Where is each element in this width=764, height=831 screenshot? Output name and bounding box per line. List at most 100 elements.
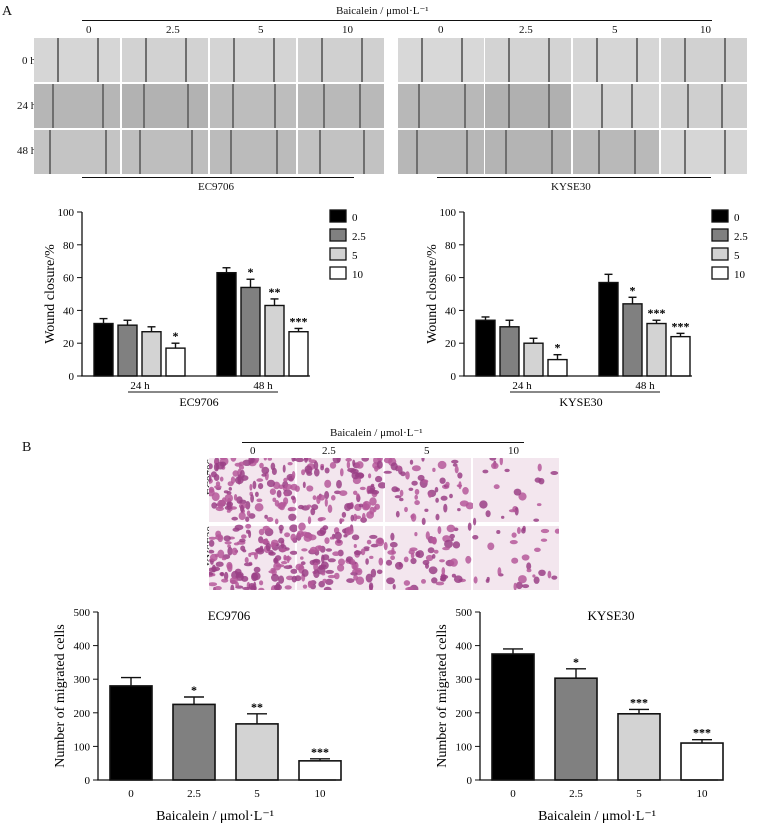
stained-cell bbox=[392, 583, 396, 590]
bar bbox=[680, 742, 724, 781]
stained-cell bbox=[287, 506, 297, 512]
stained-cell bbox=[370, 568, 377, 578]
conc-label: 10 bbox=[342, 24, 353, 36]
stained-cell bbox=[445, 481, 450, 487]
stained-cell bbox=[459, 500, 469, 507]
x-tick-label: 0 bbox=[128, 788, 134, 800]
stained-cell bbox=[322, 554, 330, 561]
wound-scratch-edge bbox=[636, 38, 638, 82]
stained-cell bbox=[256, 498, 263, 503]
wound-image-tile bbox=[210, 84, 296, 128]
x-tick-label: 2.5 bbox=[187, 788, 201, 800]
stained-cell bbox=[534, 477, 542, 483]
stained-cell bbox=[226, 561, 233, 570]
stained-cell bbox=[321, 571, 326, 576]
x-tick-label: 10 bbox=[315, 788, 327, 800]
stained-cell bbox=[246, 510, 251, 517]
stained-cell bbox=[365, 558, 369, 565]
stained-cell bbox=[306, 504, 312, 508]
stained-cell bbox=[278, 537, 285, 544]
stained-cell bbox=[236, 496, 243, 504]
y-tick-label: 0 bbox=[69, 371, 75, 383]
stained-cell bbox=[368, 582, 374, 590]
stained-cell bbox=[369, 534, 378, 539]
stained-cell bbox=[324, 491, 330, 500]
stained-cell bbox=[317, 517, 324, 522]
stained-cell bbox=[259, 462, 264, 469]
stained-cell bbox=[449, 533, 455, 539]
stained-cell bbox=[465, 555, 472, 564]
stained-cell bbox=[214, 485, 222, 489]
stained-cell bbox=[440, 495, 448, 501]
stained-cell bbox=[240, 469, 245, 479]
stained-cell bbox=[273, 557, 279, 564]
x-tick-label: 10 bbox=[697, 788, 709, 800]
stained-cell bbox=[289, 550, 298, 555]
stained-cell bbox=[385, 559, 393, 566]
stained-cell bbox=[369, 555, 374, 559]
wound-image-tile bbox=[34, 38, 120, 82]
stained-cell bbox=[431, 577, 438, 584]
stained-cell bbox=[234, 524, 244, 531]
stained-cell bbox=[350, 559, 356, 565]
bar bbox=[117, 324, 138, 377]
stained-cell bbox=[234, 462, 242, 467]
stained-cell bbox=[513, 488, 522, 496]
stained-cell bbox=[291, 458, 295, 462]
wound-scratch-edge bbox=[596, 38, 598, 82]
stained-cell bbox=[517, 527, 521, 534]
stained-cell bbox=[403, 580, 411, 586]
stained-cell bbox=[304, 465, 313, 474]
stained-cell bbox=[221, 578, 229, 583]
stained-cell bbox=[356, 493, 360, 498]
stained-cell bbox=[307, 516, 312, 525]
stained-cell bbox=[540, 538, 548, 542]
stained-cell bbox=[363, 501, 367, 509]
stained-cell bbox=[243, 562, 253, 567]
stained-cell bbox=[268, 570, 276, 574]
stained-cell bbox=[339, 490, 348, 496]
wound-image-tile bbox=[398, 130, 484, 174]
bar bbox=[235, 723, 279, 781]
y-tick-label: 100 bbox=[58, 207, 75, 219]
stained-cell bbox=[515, 581, 523, 590]
stained-cell bbox=[253, 566, 261, 573]
stained-cell bbox=[308, 534, 317, 541]
wound-scratch-edge bbox=[684, 38, 686, 82]
stained-cell bbox=[294, 485, 300, 492]
stained-cell bbox=[271, 539, 279, 546]
wound-scratch-edge bbox=[724, 130, 726, 174]
wound-scratch-edge bbox=[273, 38, 275, 82]
stained-cell bbox=[428, 566, 438, 575]
stained-cell bbox=[230, 584, 235, 590]
stained-cell bbox=[391, 486, 399, 493]
stained-cell bbox=[311, 504, 319, 511]
stained-cell bbox=[302, 481, 306, 488]
stained-cell bbox=[295, 563, 304, 571]
stained-cell bbox=[271, 573, 279, 582]
wound-scratch-edge bbox=[230, 130, 232, 174]
wound-image-tile bbox=[661, 84, 747, 128]
stained-cell bbox=[439, 477, 446, 484]
stained-cell bbox=[246, 529, 250, 534]
stained-cell bbox=[274, 518, 279, 525]
significance-mark: * bbox=[173, 329, 179, 343]
stained-cell bbox=[327, 558, 336, 563]
stained-cell bbox=[245, 516, 250, 522]
stained-cell bbox=[240, 504, 244, 513]
significance-mark: *** bbox=[290, 314, 308, 328]
stained-cell bbox=[327, 574, 336, 579]
stained-cell bbox=[224, 541, 232, 545]
stained-cell bbox=[313, 562, 318, 571]
stained-cell bbox=[219, 458, 227, 460]
stained-cell bbox=[329, 536, 334, 540]
stained-cell bbox=[435, 581, 445, 586]
stained-cell bbox=[290, 533, 297, 542]
stained-cell bbox=[537, 463, 542, 472]
stained-cell bbox=[411, 465, 421, 472]
stained-cell bbox=[346, 460, 351, 469]
conc-label: 10 bbox=[508, 445, 519, 457]
stained-cell bbox=[287, 462, 293, 466]
wound-image-tile bbox=[210, 130, 296, 174]
